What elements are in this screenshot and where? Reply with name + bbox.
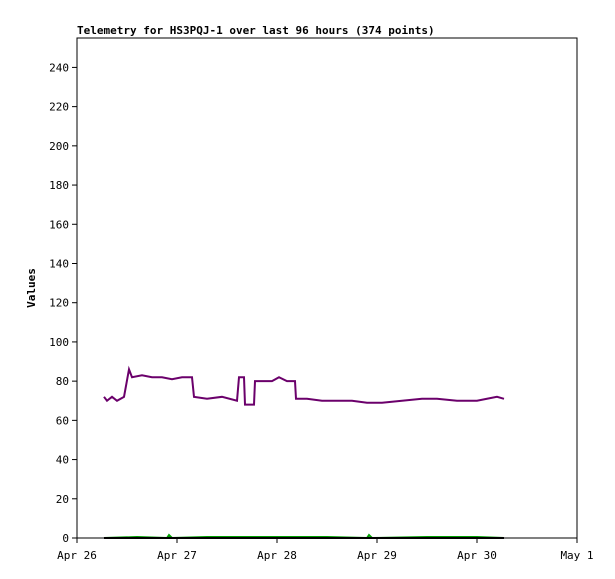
x-tick-label: Apr 26	[57, 549, 97, 562]
y-tick-label: 220	[49, 101, 69, 114]
x-tick-label: Apr 27	[157, 549, 197, 562]
x-tick-label: Apr 30	[457, 549, 497, 562]
y-tick-label: 80	[56, 375, 69, 388]
x-tick-label: Apr 28	[257, 549, 297, 562]
y-tick-label: 180	[49, 179, 69, 192]
y-tick-label: 140	[49, 257, 69, 270]
plot-frame	[76, 37, 578, 539]
y-tick-label: 100	[49, 336, 69, 349]
series-line	[103, 365, 505, 406]
y-tick-label: 200	[49, 140, 69, 153]
chart-title: Telemetry for HS3PQJ-1 over last 96 hour…	[77, 24, 435, 37]
y-tick-label: 240	[49, 61, 69, 74]
y-tick-label: 120	[49, 297, 69, 310]
y-tick-label: 20	[56, 493, 69, 506]
y-tick-label: 0	[62, 532, 69, 545]
y-tick-label: 40	[56, 454, 69, 467]
y-tick-label: 60	[56, 414, 69, 427]
x-tick-label: May 1	[560, 549, 593, 562]
y-axis-label: Values	[25, 268, 38, 308]
y-tick-label: 160	[49, 218, 69, 231]
x-tick-label: Apr 29	[357, 549, 397, 562]
